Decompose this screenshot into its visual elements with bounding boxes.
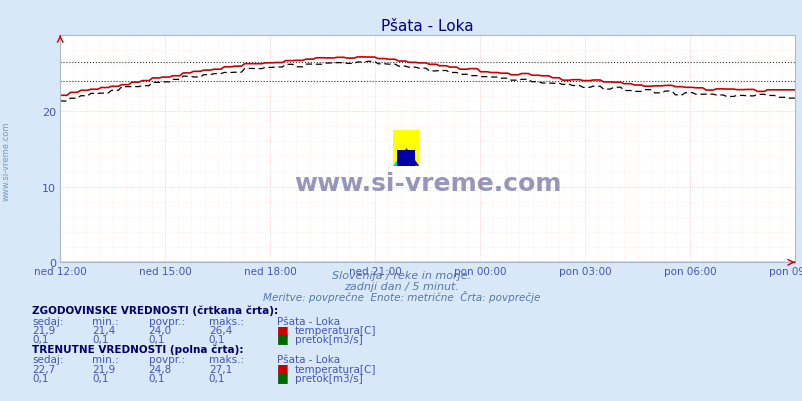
Text: 26,4: 26,4 (209, 326, 232, 336)
Text: www.si-vreme.com: www.si-vreme.com (294, 171, 561, 195)
Text: maks.:: maks.: (209, 316, 244, 326)
Text: 21,9: 21,9 (92, 364, 115, 374)
Text: 21,9: 21,9 (32, 326, 55, 336)
Text: 0,1: 0,1 (148, 334, 165, 344)
Text: temperatura[C]: temperatura[C] (294, 364, 375, 374)
Title: Pšata - Loka: Pšata - Loka (381, 18, 473, 34)
Text: 0,1: 0,1 (209, 334, 225, 344)
Text: TRENUTNE VREDNOSTI (polna črta):: TRENUTNE VREDNOSTI (polna črta): (32, 344, 243, 354)
Text: 21,4: 21,4 (92, 326, 115, 336)
Text: ■: ■ (277, 361, 289, 374)
Text: 0,1: 0,1 (92, 334, 109, 344)
Text: Pšata - Loka: Pšata - Loka (277, 316, 340, 326)
Text: 24,8: 24,8 (148, 364, 172, 374)
Text: povpr.:: povpr.: (148, 354, 184, 365)
Text: 0,1: 0,1 (32, 334, 49, 344)
Text: 24,0: 24,0 (148, 326, 172, 336)
Text: sedaj:: sedaj: (32, 354, 63, 365)
Text: Slovenija / reke in morje.: Slovenija / reke in morje. (331, 271, 471, 281)
Text: 27,1: 27,1 (209, 364, 232, 374)
Text: pretok[m3/s]: pretok[m3/s] (294, 373, 362, 383)
Text: ■: ■ (277, 323, 289, 336)
Text: ■: ■ (277, 370, 289, 383)
Text: pretok[m3/s]: pretok[m3/s] (294, 334, 362, 344)
Text: 0,1: 0,1 (32, 373, 49, 383)
Text: zadnji dan / 5 minut.: zadnji dan / 5 minut. (343, 282, 459, 292)
Text: 0,1: 0,1 (92, 373, 109, 383)
Text: min.:: min.: (92, 316, 119, 326)
Text: 22,7: 22,7 (32, 364, 55, 374)
Text: maks.:: maks.: (209, 354, 244, 365)
Text: 0,1: 0,1 (148, 373, 165, 383)
Text: ZGODOVINSKE VREDNOSTI (črtkana črta):: ZGODOVINSKE VREDNOSTI (črtkana črta): (32, 305, 278, 316)
Text: Meritve: povprečne  Enote: metrične  Črta: povprečje: Meritve: povprečne Enote: metrične Črta:… (262, 290, 540, 302)
Text: 0,1: 0,1 (209, 373, 225, 383)
Text: temperatura[C]: temperatura[C] (294, 326, 375, 336)
Text: ■: ■ (277, 332, 289, 344)
Text: www.si-vreme.com: www.si-vreme.com (2, 121, 11, 200)
Text: povpr.:: povpr.: (148, 316, 184, 326)
Text: min.:: min.: (92, 354, 119, 365)
Text: Pšata - Loka: Pšata - Loka (277, 354, 340, 365)
Text: sedaj:: sedaj: (32, 316, 63, 326)
